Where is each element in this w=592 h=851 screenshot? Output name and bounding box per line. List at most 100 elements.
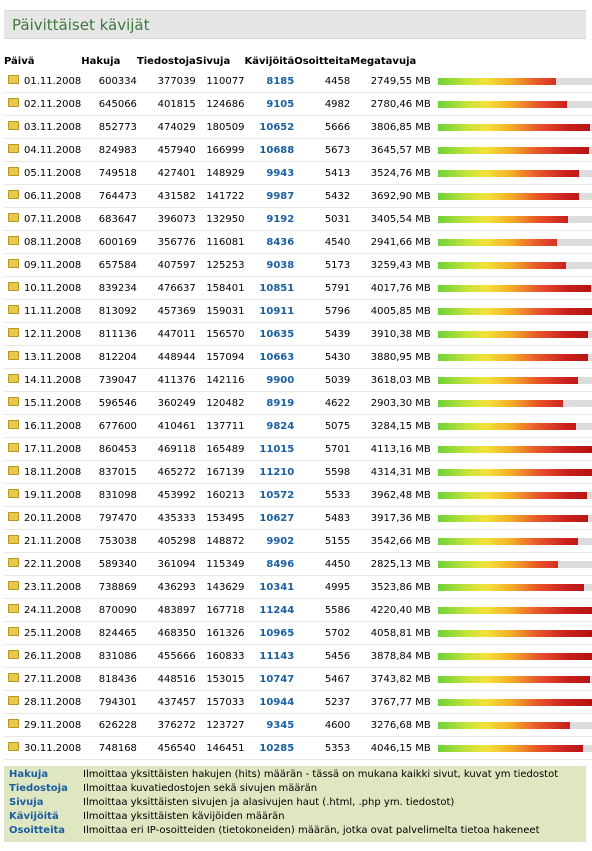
bar-cell bbox=[430, 207, 592, 231]
kavijoita-cell: 9038 bbox=[244, 253, 295, 277]
folder-icon bbox=[8, 259, 19, 268]
bar-cell bbox=[430, 506, 592, 530]
folder-icon bbox=[8, 190, 19, 199]
megatavuja-cell: 3524,76 MB bbox=[350, 161, 431, 185]
date-text: 01.11.2008 bbox=[24, 75, 82, 87]
bar-cell bbox=[430, 299, 592, 323]
traffic-bar bbox=[437, 261, 592, 269]
folder-icon bbox=[8, 420, 19, 429]
traffic-bar-fill bbox=[437, 284, 592, 292]
date-cell: 14.11.2008 bbox=[4, 368, 82, 392]
megatavuja-cell: 3880,95 MB bbox=[350, 345, 431, 369]
tiedostoja-cell: 405298 bbox=[136, 529, 196, 553]
hakuja-cell: 749518 bbox=[81, 161, 137, 185]
hakuja-cell: 860453 bbox=[81, 437, 137, 461]
col-header-date: Päivä bbox=[4, 55, 35, 67]
traffic-bar bbox=[437, 583, 592, 591]
traffic-bar bbox=[437, 123, 592, 131]
sivuja-cell: 166999 bbox=[195, 138, 245, 162]
bar-cell bbox=[430, 690, 592, 714]
date-cell: 12.11.2008 bbox=[4, 322, 82, 346]
date-text: 27.11.2008 bbox=[24, 673, 82, 685]
megatavuja-cell: 4314,31 MB bbox=[350, 460, 431, 484]
table-row: 13.11.2008 812204 448944 157094 10663 5430 388… bbox=[4, 345, 592, 369]
hakuja-cell: 812204 bbox=[81, 345, 137, 369]
folder-icon bbox=[8, 489, 19, 498]
hakuja-cell: 753038 bbox=[81, 529, 137, 553]
hakuja-cell: 811136 bbox=[81, 322, 137, 346]
folder-icon bbox=[8, 604, 19, 613]
col-header-tiedostoja: Tiedostoja bbox=[136, 55, 196, 67]
megatavuja-cell: 3523,86 MB bbox=[350, 575, 431, 599]
date-text: 02.11.2008 bbox=[24, 98, 82, 110]
folder-icon bbox=[8, 236, 19, 245]
traffic-bar bbox=[437, 468, 592, 476]
table-row: 03.11.2008 852773 474029 180509 10652 5666 380… bbox=[4, 115, 592, 139]
date-cell: 05.11.2008 bbox=[4, 161, 82, 185]
date-text: 07.11.2008 bbox=[24, 213, 82, 225]
sivuja-cell: 160213 bbox=[195, 483, 245, 507]
folder-icon bbox=[8, 719, 19, 728]
osoitteita-cell: 4622 bbox=[294, 391, 351, 415]
tiedostoja-cell: 468350 bbox=[136, 621, 196, 645]
bar-cell bbox=[430, 115, 592, 139]
date-text: 09.11.2008 bbox=[24, 259, 82, 271]
hakuja-cell: 837015 bbox=[81, 460, 137, 484]
osoitteita-cell: 5673 bbox=[294, 138, 351, 162]
legend-desc: Ilmoittaa yksittäisten sivujen ja alasiv… bbox=[83, 797, 455, 808]
bar-cell bbox=[430, 483, 592, 507]
traffic-bar-fill bbox=[437, 238, 558, 246]
traffic-bar bbox=[437, 330, 592, 338]
kavijoita-cell: 8185 bbox=[244, 70, 295, 93]
date-cell: 23.11.2008 bbox=[4, 575, 82, 599]
megatavuja-cell: 3962,48 MB bbox=[350, 483, 431, 507]
folder-icon bbox=[8, 144, 19, 153]
table-row: 29.11.2008 626228 376272 123727 9345 4600 3276… bbox=[4, 713, 592, 737]
col-header-sivuja: Sivuja bbox=[195, 55, 231, 67]
date-text: 06.11.2008 bbox=[24, 190, 82, 202]
tiedostoja-cell: 457940 bbox=[136, 138, 196, 162]
osoitteita-cell: 5430 bbox=[294, 345, 351, 369]
traffic-bar-fill bbox=[437, 330, 589, 338]
col-header-kavijoita: Kävijöitä bbox=[244, 55, 295, 67]
sivuja-cell: 180509 bbox=[195, 115, 245, 139]
tiedostoja-cell: 453992 bbox=[136, 483, 196, 507]
traffic-bar-fill bbox=[437, 215, 569, 223]
osoitteita-cell: 4450 bbox=[294, 552, 351, 576]
traffic-bar-fill bbox=[437, 491, 588, 499]
folder-icon bbox=[8, 627, 19, 636]
traffic-bar bbox=[437, 215, 592, 223]
traffic-bar-fill bbox=[437, 192, 580, 200]
table-row: 16.11.2008 677600 410461 137711 9824 5075 3284… bbox=[4, 414, 592, 438]
traffic-bar bbox=[437, 399, 592, 407]
tiedostoja-cell: 360249 bbox=[136, 391, 196, 415]
kavijoita-cell: 9900 bbox=[244, 368, 295, 392]
bar-cell bbox=[430, 621, 592, 645]
daily-visitors-table: Päivä Hakuja Tiedostoja Sivuja Kävijöitä… bbox=[4, 52, 592, 784]
table-row: 08.11.2008 600169 356776 116081 8436 4540 2941… bbox=[4, 230, 592, 254]
hakuja-cell: 657584 bbox=[81, 253, 137, 277]
section-header: Päivittäiset kävijät bbox=[4, 10, 586, 39]
date-cell: 19.11.2008 bbox=[4, 483, 82, 507]
folder-icon bbox=[8, 75, 19, 84]
col-header-bar bbox=[431, 52, 592, 70]
folder-icon bbox=[8, 305, 19, 314]
sivuja-cell: 165489 bbox=[195, 437, 245, 461]
sivuja-cell: 141722 bbox=[195, 184, 245, 208]
tiedostoja-cell: 456540 bbox=[136, 736, 196, 760]
traffic-bar-fill bbox=[437, 123, 590, 131]
legend-box: Hakuja Ilmoittaa yksittäisten hakujen (h… bbox=[4, 766, 586, 842]
legend-desc: Ilmoittaa yksittäisten kävijöiden määrän bbox=[83, 811, 285, 822]
traffic-bar bbox=[437, 606, 592, 614]
hakuja-cell: 677600 bbox=[81, 414, 137, 438]
folder-icon bbox=[8, 397, 19, 406]
date-text: 24.11.2008 bbox=[24, 604, 82, 616]
traffic-bar-fill bbox=[437, 100, 567, 108]
bar-cell bbox=[430, 391, 592, 415]
tiedostoja-cell: 437457 bbox=[136, 690, 196, 714]
date-cell: 07.11.2008 bbox=[4, 207, 82, 231]
table-row: 06.11.2008 764473 431582 141722 9987 5432 3692… bbox=[4, 184, 592, 208]
osoitteita-cell: 5791 bbox=[294, 276, 351, 300]
hakuja-cell: 824983 bbox=[81, 138, 137, 162]
osoitteita-cell: 5483 bbox=[294, 506, 351, 530]
